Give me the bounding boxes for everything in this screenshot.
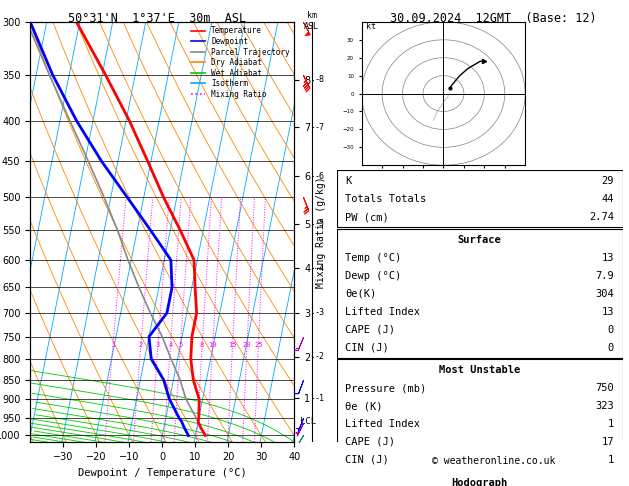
Text: -2: -2: [314, 352, 325, 361]
Text: 13: 13: [601, 307, 614, 316]
Text: θe (K): θe (K): [345, 401, 382, 411]
Text: 3: 3: [156, 343, 160, 348]
Text: -6: -6: [314, 172, 325, 181]
FancyBboxPatch shape: [337, 359, 623, 470]
Text: Surface: Surface: [458, 235, 501, 245]
Text: Most Unstable: Most Unstable: [439, 365, 520, 375]
Text: CIN (J): CIN (J): [345, 455, 389, 465]
Text: Lifted Index: Lifted Index: [345, 419, 420, 429]
Text: -5: -5: [314, 219, 325, 228]
Text: 29: 29: [601, 176, 614, 186]
Text: -3: -3: [314, 309, 325, 317]
Text: 2.74: 2.74: [589, 212, 614, 222]
Text: kt: kt: [366, 22, 376, 31]
Text: 1: 1: [111, 343, 115, 348]
Text: 2: 2: [138, 343, 143, 348]
Y-axis label: Mixing Ratio (g/kg): Mixing Ratio (g/kg): [316, 176, 326, 288]
Text: 1: 1: [608, 455, 614, 465]
Text: CIN (J): CIN (J): [345, 343, 389, 352]
Text: 4: 4: [169, 343, 172, 348]
Text: 13: 13: [601, 253, 614, 263]
Text: 10: 10: [208, 343, 217, 348]
Text: K: K: [345, 176, 352, 186]
FancyBboxPatch shape: [337, 228, 623, 358]
Text: 0: 0: [608, 343, 614, 352]
X-axis label: Dewpoint / Temperature (°C): Dewpoint / Temperature (°C): [78, 468, 247, 478]
Text: θe(K): θe(K): [345, 289, 376, 299]
Text: 304: 304: [596, 289, 614, 299]
Text: 25: 25: [254, 343, 263, 348]
Text: 5: 5: [178, 343, 182, 348]
Text: CAPE (J): CAPE (J): [345, 437, 395, 447]
Text: 15: 15: [228, 343, 237, 348]
Text: 20: 20: [243, 343, 251, 348]
Legend: Temperature, Dewpoint, Parcel Trajectory, Dry Adiabat, Wet Adiabat, Isotherm, Mi: Temperature, Dewpoint, Parcel Trajectory…: [188, 23, 293, 102]
Text: 8: 8: [200, 343, 204, 348]
Text: 30.09.2024  12GMT  (Base: 12): 30.09.2024 12GMT (Base: 12): [391, 12, 597, 25]
Text: Hodograph: Hodograph: [452, 478, 508, 486]
Text: Temp (°C): Temp (°C): [345, 253, 401, 263]
Text: 750: 750: [596, 383, 614, 393]
Text: © weatheronline.co.uk: © weatheronline.co.uk: [432, 456, 555, 466]
Text: 17: 17: [601, 437, 614, 447]
Text: Lifted Index: Lifted Index: [345, 307, 420, 316]
FancyBboxPatch shape: [337, 170, 623, 227]
Text: -8: -8: [314, 75, 325, 84]
Text: Dewp (°C): Dewp (°C): [345, 271, 401, 281]
Text: CAPE (J): CAPE (J): [345, 325, 395, 334]
Text: Pressure (mb): Pressure (mb): [345, 383, 426, 393]
Text: Totals Totals: Totals Totals: [345, 194, 426, 204]
Text: 50°31'N  1°37'E  30m  ASL: 50°31'N 1°37'E 30m ASL: [68, 12, 247, 25]
Text: 323: 323: [596, 401, 614, 411]
Text: km
ASL: km ASL: [304, 11, 319, 31]
Text: 7.9: 7.9: [596, 271, 614, 281]
Text: 1: 1: [608, 419, 614, 429]
Text: PW (cm): PW (cm): [345, 212, 389, 222]
FancyBboxPatch shape: [337, 471, 623, 486]
Text: 0: 0: [608, 325, 614, 334]
Text: -4: -4: [314, 264, 325, 273]
Text: 44: 44: [601, 194, 614, 204]
Text: -1: -1: [314, 394, 325, 403]
Text: LCL: LCL: [299, 417, 316, 426]
Text: -7: -7: [314, 123, 325, 132]
